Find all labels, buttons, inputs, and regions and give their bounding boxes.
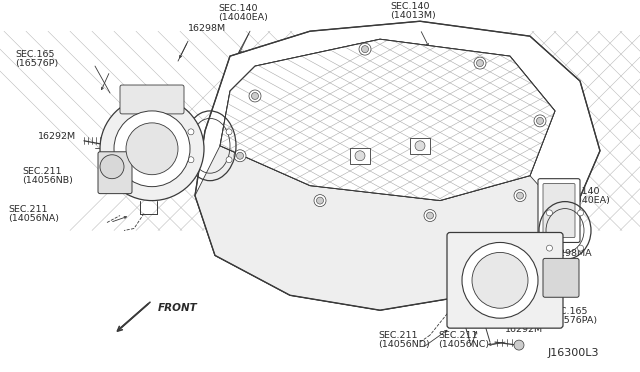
Text: SEC.165: SEC.165 xyxy=(548,307,588,316)
Circle shape xyxy=(536,118,543,124)
Text: SEC.211: SEC.211 xyxy=(438,331,477,340)
Circle shape xyxy=(462,243,538,318)
Circle shape xyxy=(188,129,194,135)
Text: (14040EA): (14040EA) xyxy=(560,196,610,205)
Circle shape xyxy=(359,43,371,55)
Circle shape xyxy=(100,155,124,179)
Circle shape xyxy=(516,192,524,199)
FancyBboxPatch shape xyxy=(120,85,184,114)
FancyBboxPatch shape xyxy=(538,179,580,243)
Circle shape xyxy=(474,57,486,69)
Circle shape xyxy=(126,123,178,175)
Text: (16576PA): (16576PA) xyxy=(548,316,597,325)
Circle shape xyxy=(426,212,433,219)
Circle shape xyxy=(577,210,584,216)
Text: (14056NB): (14056NB) xyxy=(22,176,73,185)
Circle shape xyxy=(249,90,261,102)
Circle shape xyxy=(317,197,323,204)
Text: 16298MA: 16298MA xyxy=(548,249,593,259)
Circle shape xyxy=(424,209,436,222)
Circle shape xyxy=(226,129,232,135)
Text: SEC.140: SEC.140 xyxy=(560,187,600,196)
Text: 16292M: 16292M xyxy=(38,132,76,141)
Circle shape xyxy=(547,245,552,251)
Circle shape xyxy=(514,190,526,202)
Text: FRONT: FRONT xyxy=(158,303,198,313)
Circle shape xyxy=(188,157,194,163)
FancyBboxPatch shape xyxy=(350,148,370,164)
Circle shape xyxy=(362,46,369,52)
Polygon shape xyxy=(195,21,600,310)
Polygon shape xyxy=(220,39,555,201)
Circle shape xyxy=(237,152,243,159)
FancyBboxPatch shape xyxy=(543,259,579,297)
FancyBboxPatch shape xyxy=(447,232,563,328)
Text: SEC.140: SEC.140 xyxy=(390,2,429,11)
Circle shape xyxy=(355,151,365,161)
Circle shape xyxy=(226,157,232,163)
Circle shape xyxy=(534,115,546,127)
Circle shape xyxy=(314,195,326,206)
Text: (14056ND): (14056ND) xyxy=(378,340,429,349)
Circle shape xyxy=(472,253,528,308)
Text: J16300L3: J16300L3 xyxy=(548,348,600,358)
FancyBboxPatch shape xyxy=(410,138,430,154)
Text: SEC.140: SEC.140 xyxy=(218,4,257,13)
Circle shape xyxy=(114,111,190,187)
Circle shape xyxy=(252,93,259,99)
Text: (16576P): (16576P) xyxy=(15,59,58,68)
Circle shape xyxy=(547,210,552,216)
Text: (14056NC): (14056NC) xyxy=(438,340,489,349)
Circle shape xyxy=(477,60,483,67)
Text: SEC.211: SEC.211 xyxy=(378,331,417,340)
Circle shape xyxy=(577,245,584,251)
Circle shape xyxy=(415,141,425,151)
Text: SEC.211: SEC.211 xyxy=(8,205,47,214)
Text: 16298M: 16298M xyxy=(188,24,226,33)
Text: (14040EA): (14040EA) xyxy=(218,13,268,22)
FancyBboxPatch shape xyxy=(98,152,132,193)
Text: 16292M: 16292M xyxy=(505,325,543,334)
Circle shape xyxy=(100,97,204,201)
Text: (14056NA): (14056NA) xyxy=(8,214,59,222)
Text: (14013M): (14013M) xyxy=(390,11,436,20)
Text: SEC.211: SEC.211 xyxy=(22,167,61,176)
Polygon shape xyxy=(195,146,570,310)
Polygon shape xyxy=(220,39,555,201)
Circle shape xyxy=(234,150,246,162)
Text: SEC.165: SEC.165 xyxy=(15,50,54,59)
Circle shape xyxy=(514,340,524,350)
FancyBboxPatch shape xyxy=(543,184,575,237)
